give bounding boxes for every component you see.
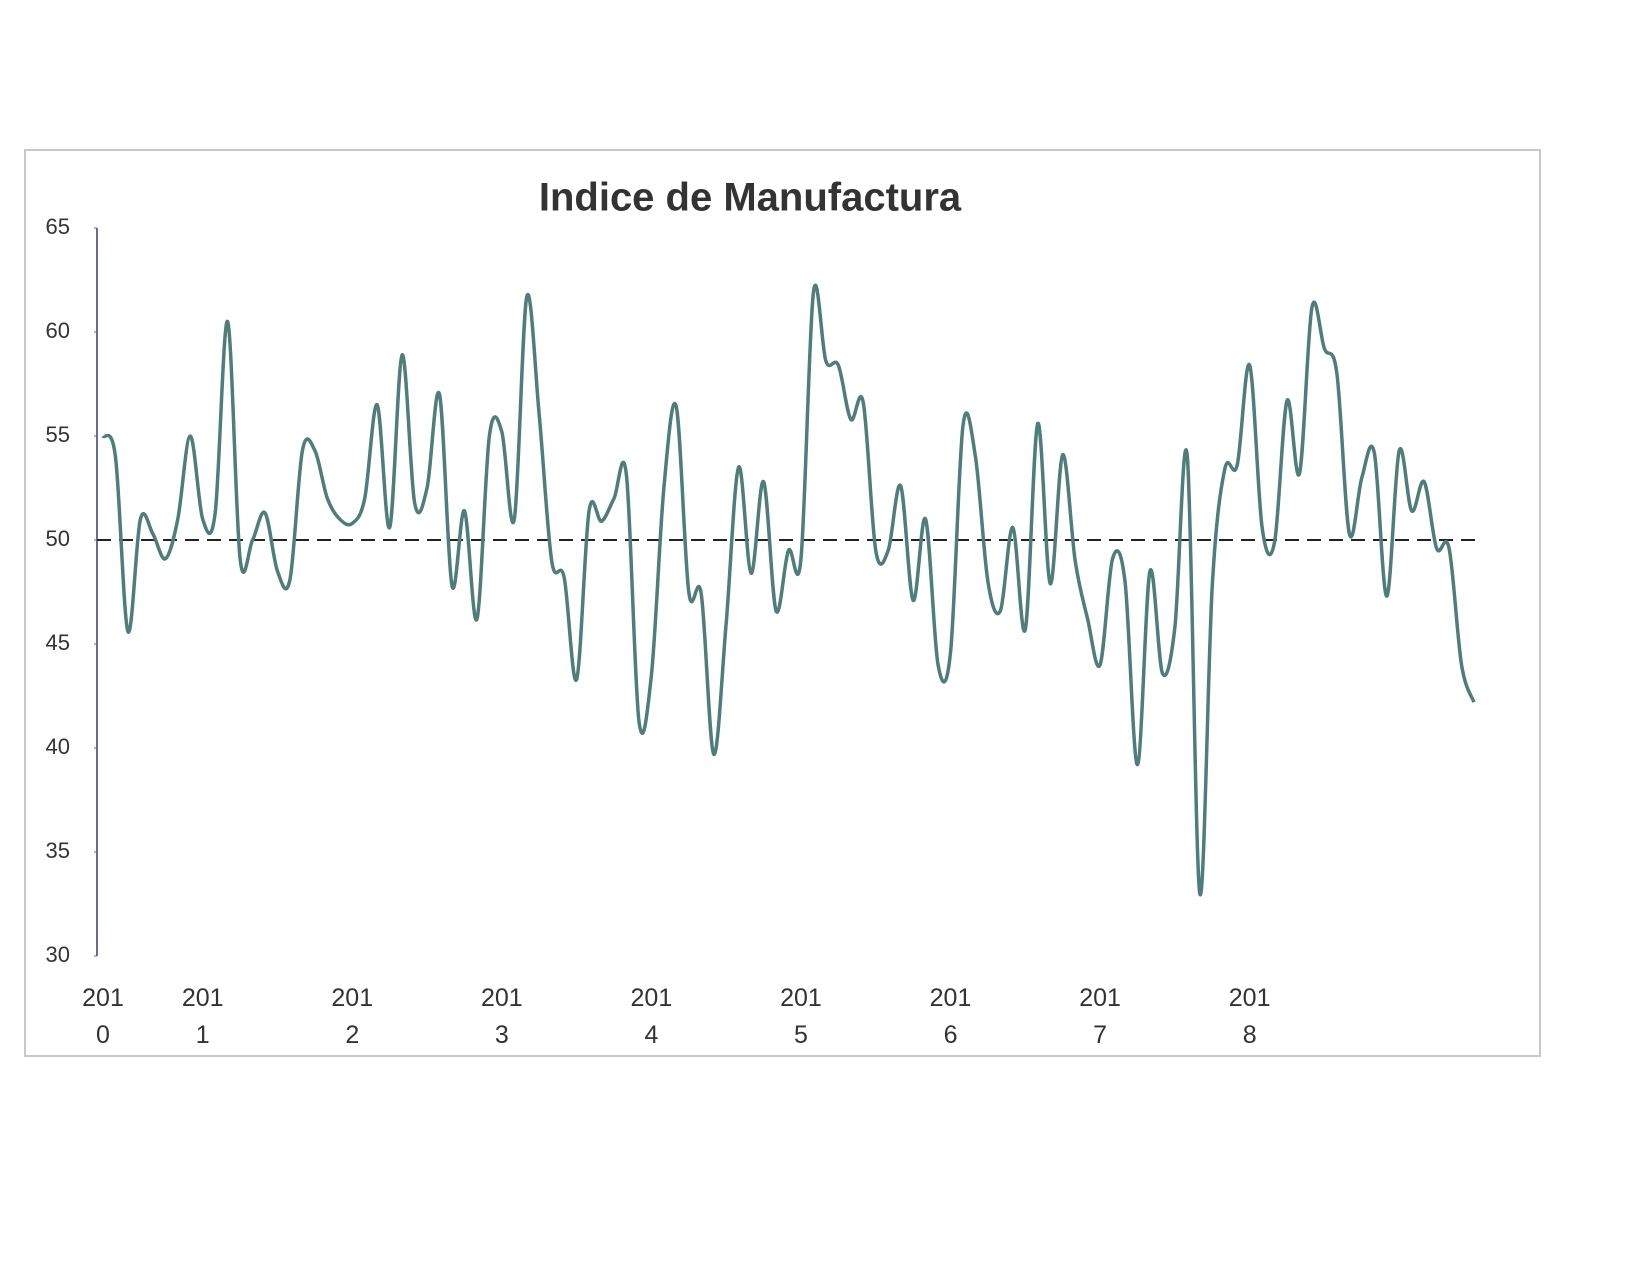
y-tick-label: 35 xyxy=(46,838,70,863)
x-tick-label: 2011 xyxy=(181,984,224,1049)
x-tick-label: 2015 xyxy=(780,984,822,1049)
x-tick-label: 2013 xyxy=(480,984,523,1049)
y-tick-label: 55 xyxy=(46,422,70,447)
y-tick-label: 30 xyxy=(46,942,70,967)
y-tick-label: 40 xyxy=(46,734,70,759)
y-tick-label: 60 xyxy=(46,318,70,343)
x-tick-label: 2014 xyxy=(630,984,673,1049)
chart-frame xyxy=(24,149,1541,1057)
y-tick-label: 50 xyxy=(46,526,70,551)
y-tick-label: 45 xyxy=(46,630,70,655)
y-tick-label: 65 xyxy=(46,214,70,239)
x-tick-label: 2016 xyxy=(929,984,972,1049)
x-tick-label: 2010 xyxy=(82,984,124,1049)
x-tick-label: 2017 xyxy=(1079,984,1121,1049)
x-tick-label: 2012 xyxy=(331,984,374,1049)
chart-title: Indice de Manufactura xyxy=(539,176,962,220)
data-line xyxy=(101,283,1476,897)
x-tick-label: 2018 xyxy=(1228,984,1271,1049)
